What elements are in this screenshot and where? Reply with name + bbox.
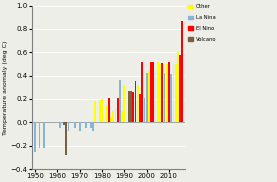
Bar [39, 122, 40, 148]
Bar [74, 122, 76, 128]
Y-axis label: Temperature anomaly (deg C): Temperature anomaly (deg C) [3, 40, 8, 134]
Bar [155, 71, 157, 122]
Bar [159, 64, 161, 122]
Bar [121, 111, 123, 122]
Legend: Other, La Nina, El Nino, Volcano: Other, La Nina, El Nino, Volcano [186, 2, 218, 44]
Bar [92, 122, 94, 130]
Bar [124, 85, 125, 122]
Bar [135, 82, 136, 122]
Bar [177, 52, 179, 122]
Bar [119, 80, 121, 122]
Bar [152, 62, 154, 122]
Bar [101, 99, 103, 122]
Bar [65, 122, 67, 155]
Bar [94, 101, 96, 122]
Bar [175, 64, 176, 122]
Bar [99, 100, 101, 122]
Bar [108, 98, 110, 122]
Bar [112, 111, 114, 122]
Bar [166, 64, 168, 122]
Bar [132, 92, 134, 122]
Bar [86, 122, 87, 128]
Bar [146, 73, 148, 122]
Bar [110, 116, 112, 122]
Bar [79, 122, 81, 130]
Bar [117, 98, 119, 122]
Bar [181, 21, 183, 122]
Bar [114, 108, 116, 122]
Bar [148, 71, 150, 122]
Bar [170, 74, 172, 122]
Bar [59, 122, 60, 128]
Bar [137, 85, 138, 122]
Bar [157, 62, 159, 122]
Bar [106, 105, 107, 122]
Bar [141, 62, 143, 122]
Bar [143, 98, 145, 122]
Bar [90, 122, 92, 128]
Bar [150, 62, 152, 122]
Bar [179, 55, 181, 122]
Bar [168, 62, 170, 122]
Bar [43, 122, 45, 148]
Bar [63, 122, 65, 125]
Bar [130, 91, 132, 122]
Bar [68, 122, 70, 130]
Bar [173, 64, 174, 122]
Bar [34, 122, 36, 152]
Bar [161, 63, 163, 122]
Bar [164, 73, 165, 122]
Bar [128, 91, 130, 122]
Bar [139, 94, 141, 122]
